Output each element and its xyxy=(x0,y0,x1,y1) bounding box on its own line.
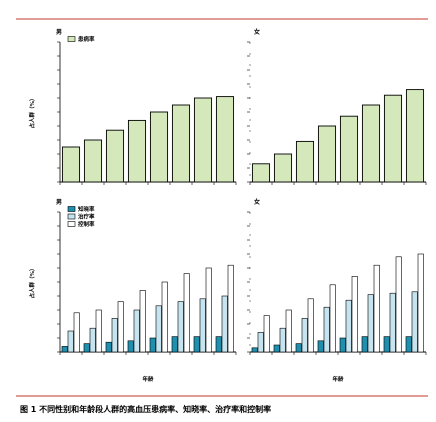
bar xyxy=(73,312,80,353)
bar xyxy=(317,340,324,353)
panel-title: 男 xyxy=(56,198,62,206)
bar xyxy=(139,290,146,353)
bar xyxy=(257,332,264,353)
bar xyxy=(215,96,235,183)
bar xyxy=(383,336,390,353)
bar xyxy=(361,336,368,353)
figure-caption: 图 1 不同性别和年龄段人群的高血压患病率、知晓率、治疗率和控制率 xyxy=(20,405,272,414)
bar xyxy=(373,264,380,353)
bar xyxy=(307,298,314,353)
bar xyxy=(367,294,374,353)
bar xyxy=(95,309,102,353)
bar xyxy=(111,318,118,353)
bar xyxy=(127,119,147,183)
y-axis-label: 占人群（%） xyxy=(28,265,36,298)
legend-label: 控制率 xyxy=(78,220,95,228)
bar xyxy=(83,139,103,183)
bar xyxy=(417,253,424,353)
bar xyxy=(61,346,68,353)
bar xyxy=(205,267,212,353)
bar xyxy=(323,306,330,353)
chart-top-right: 女 xyxy=(247,28,427,185)
bar xyxy=(351,276,358,353)
bar xyxy=(383,94,403,183)
legend-swatch xyxy=(67,36,76,42)
bar xyxy=(279,327,286,353)
bar xyxy=(295,140,315,183)
bar xyxy=(405,336,412,353)
bar xyxy=(345,299,352,353)
bar xyxy=(221,295,228,353)
bar xyxy=(339,115,359,183)
bar xyxy=(177,301,184,353)
chart-bottom-right: 女年龄 xyxy=(247,198,427,383)
bar xyxy=(251,163,271,183)
bar xyxy=(67,330,74,353)
bar xyxy=(127,340,134,353)
panel-title: 女 xyxy=(254,198,260,206)
bar xyxy=(263,315,270,353)
bar xyxy=(329,284,336,353)
bar xyxy=(117,301,124,353)
legend-label: 治疗率 xyxy=(78,213,95,221)
legend-swatch xyxy=(67,206,76,212)
bar xyxy=(227,264,234,353)
bar xyxy=(193,97,213,183)
bar xyxy=(149,111,169,183)
bar xyxy=(295,343,302,353)
bar xyxy=(193,336,200,353)
bar xyxy=(171,336,178,353)
bar xyxy=(105,341,112,353)
bar xyxy=(285,309,292,353)
bar xyxy=(273,153,293,183)
x-axis-label: 年龄 xyxy=(332,375,344,383)
bar xyxy=(317,125,337,183)
bar xyxy=(155,305,162,353)
bar xyxy=(361,104,381,183)
bar xyxy=(411,291,418,353)
bar xyxy=(405,89,425,183)
x-axis-label: 年龄 xyxy=(142,375,154,383)
bar xyxy=(133,309,140,353)
bar xyxy=(161,281,168,353)
bar xyxy=(339,337,346,353)
bar xyxy=(61,146,81,183)
bar xyxy=(105,129,125,183)
bar xyxy=(171,104,191,183)
bar xyxy=(273,344,280,353)
bar xyxy=(395,256,402,353)
panel-title: 男 xyxy=(56,28,62,36)
bar xyxy=(389,292,396,353)
bar xyxy=(89,327,96,353)
bar xyxy=(215,336,222,353)
y-axis-label: 占人群（%） xyxy=(28,95,36,128)
legend-label: 患病率 xyxy=(78,35,95,43)
panel-title: 女 xyxy=(254,28,260,36)
bar xyxy=(199,298,206,353)
legend-label: 知晓率 xyxy=(77,205,95,213)
bar xyxy=(183,273,190,353)
legend-swatch xyxy=(67,213,76,220)
legend-swatch xyxy=(67,221,76,227)
bar xyxy=(251,347,258,353)
bar xyxy=(83,343,90,353)
bar xyxy=(149,337,156,353)
bar xyxy=(301,318,308,353)
